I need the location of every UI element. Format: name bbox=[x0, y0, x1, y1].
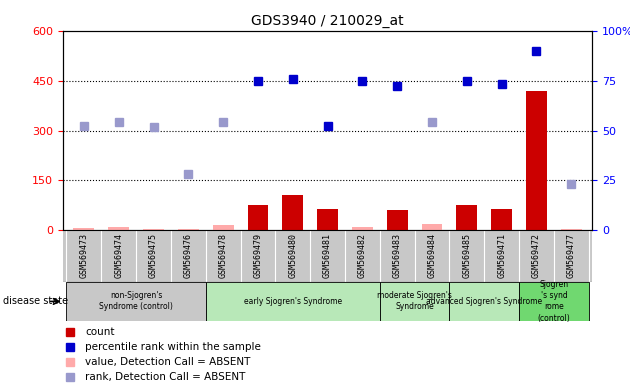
Text: GSM569477: GSM569477 bbox=[567, 233, 576, 278]
Bar bbox=[178, 229, 199, 230]
Bar bbox=[317, 209, 338, 230]
Bar bbox=[491, 209, 512, 230]
Text: GSM569484: GSM569484 bbox=[428, 233, 437, 278]
Text: Sjogren
's synd
rome
(control): Sjogren 's synd rome (control) bbox=[537, 280, 570, 323]
Bar bbox=[67, 282, 206, 321]
Text: GSM569478: GSM569478 bbox=[219, 233, 227, 278]
Text: non-Sjogren's
Syndrome (control): non-Sjogren's Syndrome (control) bbox=[99, 291, 173, 311]
Text: GSM569481: GSM569481 bbox=[323, 233, 332, 278]
Text: moderate Sjogren's
Syndrome: moderate Sjogren's Syndrome bbox=[377, 291, 452, 311]
Bar bbox=[387, 210, 408, 230]
Text: GSM569472: GSM569472 bbox=[532, 233, 541, 278]
Text: disease state: disease state bbox=[3, 296, 68, 306]
Bar bbox=[143, 229, 164, 230]
Bar bbox=[213, 225, 234, 230]
Text: rank, Detection Call = ABSENT: rank, Detection Call = ABSENT bbox=[85, 372, 246, 382]
Text: GSM569480: GSM569480 bbox=[289, 233, 297, 278]
Text: count: count bbox=[85, 327, 115, 337]
Text: GSM569479: GSM569479 bbox=[253, 233, 263, 278]
Text: GSM569474: GSM569474 bbox=[114, 233, 123, 278]
Bar bbox=[108, 227, 129, 230]
Text: GSM569476: GSM569476 bbox=[184, 233, 193, 278]
Bar bbox=[248, 205, 268, 230]
Bar bbox=[456, 205, 478, 230]
Text: GSM569475: GSM569475 bbox=[149, 233, 158, 278]
Bar bbox=[449, 282, 519, 321]
Bar bbox=[561, 229, 581, 230]
Text: GSM569473: GSM569473 bbox=[79, 233, 88, 278]
Title: GDS3940 / 210029_at: GDS3940 / 210029_at bbox=[251, 14, 404, 28]
Text: advanced Sjogren's Syndrome: advanced Sjogren's Syndrome bbox=[427, 297, 542, 306]
Text: early Sjogren's Syndrome: early Sjogren's Syndrome bbox=[244, 297, 342, 306]
Bar bbox=[74, 228, 94, 230]
Text: GSM569483: GSM569483 bbox=[392, 233, 402, 278]
Text: GSM569485: GSM569485 bbox=[462, 233, 471, 278]
Text: GSM569471: GSM569471 bbox=[497, 233, 506, 278]
Text: value, Detection Call = ABSENT: value, Detection Call = ABSENT bbox=[85, 357, 251, 367]
Bar bbox=[526, 91, 547, 230]
Text: percentile rank within the sample: percentile rank within the sample bbox=[85, 342, 261, 352]
Bar bbox=[352, 227, 373, 230]
Bar bbox=[380, 282, 449, 321]
Bar bbox=[519, 282, 588, 321]
Text: GSM569482: GSM569482 bbox=[358, 233, 367, 278]
Bar bbox=[282, 195, 303, 230]
Bar bbox=[421, 224, 442, 230]
Bar bbox=[206, 282, 380, 321]
